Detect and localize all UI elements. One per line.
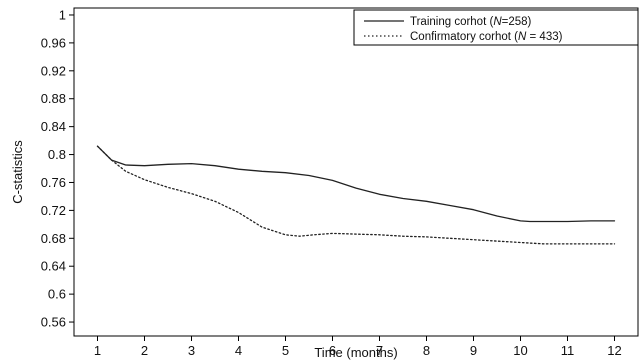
legend-label-confirmatory: Confirmatory corhot (N = 433) [410, 31, 563, 43]
x-tick-label: 10 [513, 343, 527, 358]
y-tick-label: 0.84 [41, 119, 66, 134]
y-tick-label: 0.68 [41, 231, 66, 246]
x-tick-label: 8 [423, 343, 430, 358]
y-tick-label: 1 [59, 7, 66, 22]
legend-label-training-n: N [493, 16, 502, 28]
axis-ticks: 0.56 0.6 0.64 0.68 0.72 0.76 0.8 0.84 0.88 0.92 0.… [41, 7, 622, 358]
x-tick-label: 11 [561, 343, 575, 358]
series-line-training [96, 145, 616, 223]
legend-box [353, 9, 639, 46]
y-tick-label: 0.76 [41, 175, 66, 190]
series-lines [96, 145, 616, 245]
y-tick-label: 0.96 [41, 35, 66, 50]
y-tick-label: 0.64 [41, 259, 66, 274]
y-tick-label: 0.92 [41, 63, 66, 78]
legend: Training corhot (N=258) Confirmatory cor… [353, 9, 639, 46]
x-tick-label: 2 [141, 343, 148, 358]
x-tick-label: 3 [188, 343, 195, 358]
y-tick-label: 0.56 [41, 315, 66, 330]
y-tick-label: 0.6 [48, 287, 66, 302]
plot-frame [73, 7, 639, 337]
x-tick-label: 12 [607, 343, 621, 358]
legend-label-confirmatory-n: N [518, 31, 527, 43]
x-tick-label: 9 [470, 343, 477, 358]
x-tick-label: 6 [329, 343, 336, 358]
legend-label-training-prefix: Training corhot ( [410, 16, 493, 28]
x-tick-label: 4 [235, 343, 242, 358]
x-tick-label: 7 [376, 343, 383, 358]
x-axis-title: Time (months) [314, 345, 397, 360]
x-tick-label: 5 [282, 343, 289, 358]
series-line-confirmatory [96, 145, 616, 245]
legend-label-training-value: =258) [502, 16, 532, 28]
y-tick-label: 0.72 [41, 203, 66, 218]
y-tick-label: 0.88 [41, 91, 66, 106]
y-axis-title: C-statistics [10, 140, 25, 204]
legend-label-confirmatory-value: = 433) [526, 31, 562, 43]
legend-label-confirmatory-prefix: Confirmatory corhot ( [410, 31, 518, 43]
x-tick-label: 1 [94, 343, 101, 358]
y-tick-label: 0.8 [48, 147, 66, 162]
legend-label-training: Training corhot (N=258) [410, 16, 532, 28]
